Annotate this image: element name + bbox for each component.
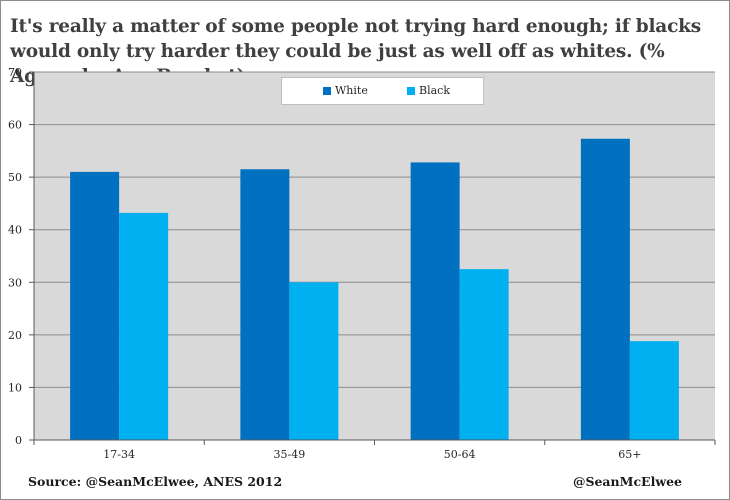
bar-black-65+ bbox=[629, 341, 679, 440]
legend-swatch-white bbox=[323, 86, 331, 95]
legend: White Black bbox=[281, 77, 484, 105]
bar-white-50-64 bbox=[410, 162, 460, 440]
y-tick-label: 0 bbox=[15, 434, 22, 447]
legend-item-white: White bbox=[323, 84, 368, 97]
x-tick-label: 35-49 bbox=[274, 448, 306, 461]
y-tick-label: 20 bbox=[8, 329, 22, 342]
x-tick-label: 50-64 bbox=[444, 448, 476, 461]
legend-item-black: Black bbox=[407, 84, 450, 97]
bar-black-50-64 bbox=[459, 269, 509, 440]
x-tick-label: 65+ bbox=[618, 448, 641, 461]
bar-white-35-49 bbox=[240, 169, 290, 440]
y-tick-label: 50 bbox=[8, 171, 22, 184]
x-tick-label: 17-34 bbox=[103, 448, 135, 461]
x-tick-labels: 17-34 35-49 50-64 65+ bbox=[103, 448, 641, 461]
legend-label-white: White bbox=[335, 84, 368, 97]
y-tick-label: 30 bbox=[8, 276, 22, 289]
legend-label-black: Black bbox=[419, 84, 450, 97]
axes bbox=[33, 72, 716, 445]
y-tick-label: 40 bbox=[8, 224, 22, 237]
bar-white-17-34 bbox=[70, 171, 120, 440]
bar-black-17-34 bbox=[119, 212, 169, 440]
bar-black-35-49 bbox=[289, 282, 339, 440]
y-tick-labels: 0 10 20 30 40 50 60 70 bbox=[8, 66, 22, 447]
source-note: Source: @SeanMcElwee, ANES 2012 bbox=[28, 474, 283, 489]
y-tick-label: 10 bbox=[8, 381, 22, 394]
legend-swatch-black bbox=[407, 86, 415, 95]
y-tick-label: 70 bbox=[8, 66, 22, 79]
bar-white-65+ bbox=[580, 138, 630, 440]
credit-handle: @SeanMcElwee bbox=[572, 474, 682, 489]
y-tick-label: 60 bbox=[8, 119, 22, 132]
bars bbox=[70, 138, 679, 440]
